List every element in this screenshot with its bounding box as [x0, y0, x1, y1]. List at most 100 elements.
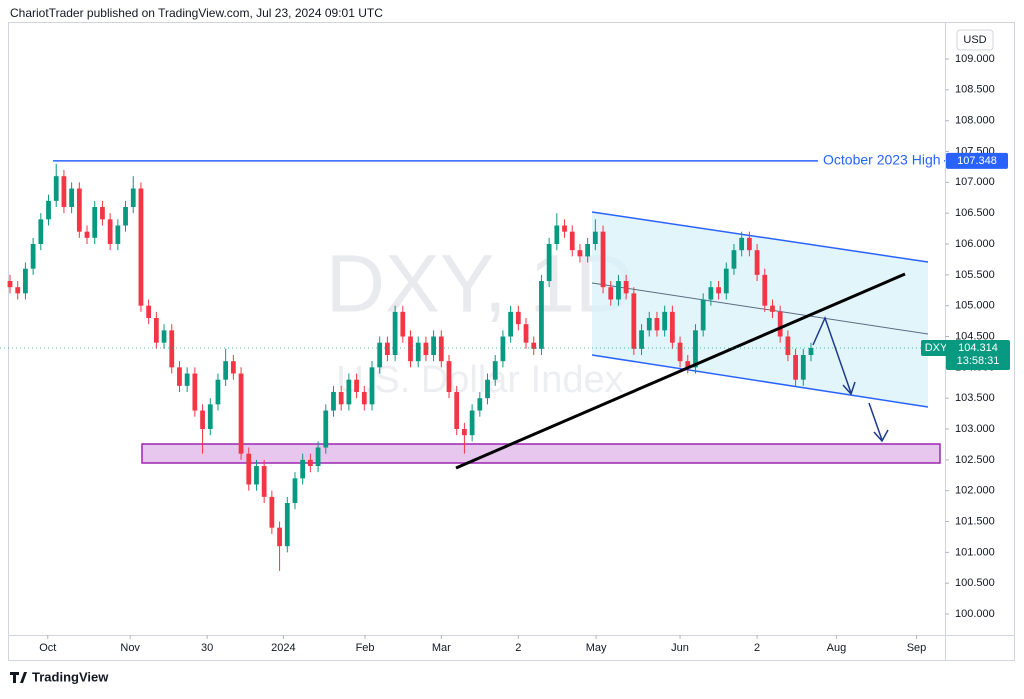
candle-body: [7, 281, 13, 288]
candle-body: [377, 342, 383, 368]
y-tick-label: 101.000: [955, 546, 995, 558]
candle-body: [153, 318, 159, 343]
candle-body: [770, 305, 775, 312]
candle-body: [415, 342, 421, 362]
candle-body: [723, 268, 729, 294]
y-tick-label: 106.500: [955, 207, 995, 219]
x-tick-label: 2: [515, 642, 521, 654]
candle-body: [361, 392, 367, 405]
candle-body: [539, 281, 544, 349]
countdown-label: 13:58:31: [957, 355, 1000, 367]
candle-body: [254, 466, 259, 485]
candle-body: [523, 324, 529, 343]
x-tick-label: Jun: [671, 642, 689, 654]
candle-body: [269, 496, 275, 528]
candle-body: [585, 244, 591, 257]
candle-body: [161, 330, 167, 343]
candle-body: [562, 225, 567, 232]
candle-body: [346, 379, 352, 405]
y-tick-label: 107.000: [955, 176, 995, 188]
candle-body: [785, 336, 791, 356]
y-tick-label: 105.000: [955, 300, 995, 312]
projection-arrows: [812, 315, 889, 443]
candle-body: [246, 453, 252, 485]
candle-body: [431, 336, 436, 356]
footer-logo: [10, 672, 27, 683]
channel-mid: [591, 282, 929, 335]
candle-body: [46, 200, 51, 220]
currency-box[interactable]: [956, 29, 994, 51]
candle-body: [731, 250, 737, 269]
candle-body: [446, 361, 452, 393]
x-tick-label: Feb: [356, 642, 375, 654]
candle-body: [369, 367, 375, 405]
candle-body: [400, 311, 406, 337]
candle-body: [639, 330, 644, 349]
chart-frame: [8, 22, 1015, 661]
candle-body: [392, 311, 398, 356]
candle-body: [739, 237, 745, 251]
candle-body: [654, 318, 660, 331]
candle-body: [107, 219, 113, 245]
candle-body: [23, 268, 28, 294]
candles: [7, 163, 814, 571]
arrow-path: [868, 402, 883, 441]
candle-body: [184, 373, 190, 386]
candle-body: [569, 231, 575, 251]
candle-body: [592, 231, 598, 245]
candle-body: [777, 311, 783, 337]
candle-body: [123, 207, 128, 226]
candle-body: [646, 318, 652, 331]
last-price-label: 104.314: [958, 342, 998, 354]
symbol-box: [921, 339, 951, 356]
currency-label: USD: [963, 34, 986, 46]
x-tick-label: Nov: [120, 642, 140, 654]
candle-body: [354, 379, 359, 393]
channel-fill: [592, 212, 928, 407]
candle-body: [508, 311, 514, 337]
x-tick-label: Aug: [827, 642, 847, 654]
arrow-head: [873, 429, 889, 443]
x-tick-label: 2024: [271, 642, 295, 654]
candle-body: [30, 244, 36, 269]
candle-body: [438, 336, 444, 362]
candle-body: [662, 311, 668, 331]
candle-body: [215, 379, 221, 405]
candle-body: [677, 342, 683, 362]
candle-body: [693, 330, 698, 368]
trend-line: [455, 272, 906, 470]
y-tick-label: 109.000: [955, 53, 995, 65]
y-tick-label: 108.000: [955, 115, 995, 127]
channel-top: [591, 211, 929, 263]
support-zone: [141, 443, 941, 464]
y-tick-label: 102.000: [955, 485, 995, 497]
x-tick-label: 30: [201, 642, 213, 654]
candle-body: [331, 392, 336, 411]
candle-body: [223, 361, 229, 380]
candle-body: [315, 447, 321, 467]
candle-body: [746, 237, 752, 251]
candle-body: [531, 342, 537, 349]
candle-body: [685, 361, 691, 368]
y-tick-label: 108.500: [955, 84, 995, 96]
watermark: DXY, 1D: [326, 239, 634, 330]
chart-title: ChariotTrader published on TradingView.c…: [10, 6, 383, 20]
footer: TradingView: [10, 669, 109, 684]
candle-body: [92, 207, 98, 238]
candle-body: [238, 373, 244, 454]
y-tick-label: 103.000: [955, 423, 995, 435]
x-tick-label: May: [586, 642, 607, 654]
x-tick-label: Sep: [907, 642, 927, 654]
y-tick-label: 100.500: [955, 577, 995, 589]
candle-body: [338, 392, 344, 405]
candle-body: [15, 287, 21, 294]
candle-body: [754, 250, 760, 275]
candle-body: [261, 466, 267, 497]
candle-body: [130, 188, 136, 208]
y-tick-label: 102.500: [955, 454, 995, 466]
symbol-label: DXY: [925, 342, 948, 354]
y-tick-label: 100.000: [955, 608, 995, 620]
y-tick-label: 103.500: [955, 392, 995, 404]
candle-body: [408, 336, 413, 362]
x-tick-label: Mar: [432, 642, 451, 654]
